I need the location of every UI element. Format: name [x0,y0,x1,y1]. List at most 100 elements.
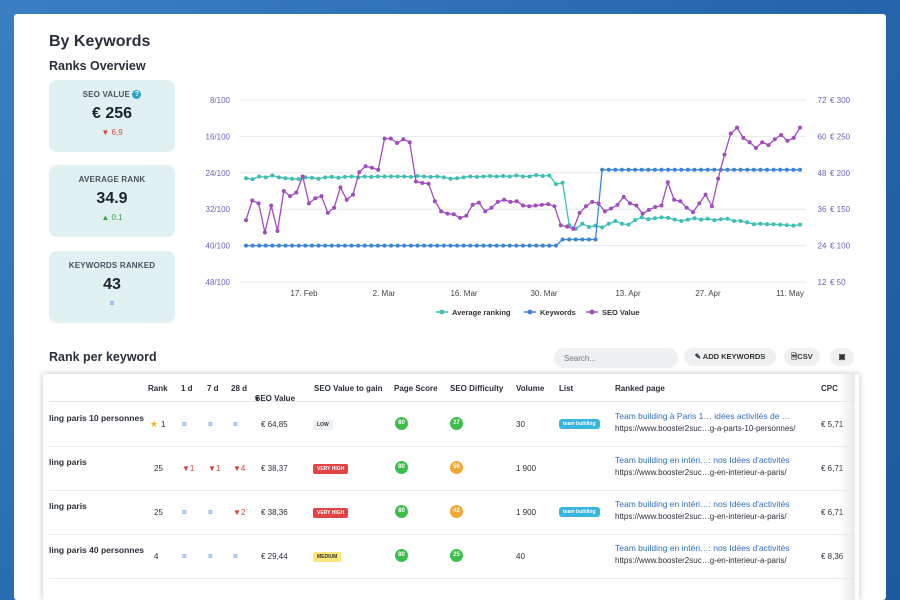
pencil-icon: ✎ [694,352,701,361]
col-28d[interactable]: 28 d [231,384,248,393]
col-seo-difficulty[interactable]: SEO Difficulty [450,384,504,393]
series-point [547,243,552,248]
series-point [619,167,624,172]
table-row[interactable]: ling paris 10 personnes ★ 1 = = = € 64,85 LOW 80… [49,403,855,447]
col-list[interactable]: List [559,384,574,393]
ranked-page-link[interactable]: Team building en intéri…: nos Idées d'ac… [615,543,790,553]
y-right-keywords-tick-label: 48 [818,169,827,178]
series-point [709,204,714,209]
series-point [283,176,288,181]
series-point [527,243,532,248]
y-right-value-tick-label: € 200 [830,169,851,178]
ranked-page-url[interactable]: https://www.booster2suc…g-en-interieur-a… [615,512,787,521]
series-point [455,243,460,248]
series-point [521,203,525,208]
series-point [784,223,789,228]
series-point [388,136,393,141]
series-point [413,179,418,184]
ranked-page-link[interactable]: Team building à Paris 1… idées activités… [615,411,791,421]
y-right-value-tick-label: € 50 [830,278,846,287]
series-point [602,209,607,214]
table-row[interactable]: ling paris 25 ▼1 ▼1 ▼4 € 38,37 VERY HIGH 80 56 1 … [49,447,855,491]
seo-value: € 29,44 [261,552,288,561]
keyword-text[interactable]: ling paris 40 personnes [49,545,144,555]
series-point [502,197,507,202]
legend-label[interactable]: Keywords [540,308,576,317]
delta-7d: = [208,508,213,517]
add-keywords-button[interactable]: ✎ ADD KEYWORDS [684,348,776,366]
series-point [508,199,513,204]
table-header: Rank 1 d 7 d 28 d ▾ SEO Value SEO Value t… [49,374,855,403]
series-point [772,137,777,142]
series-point [652,216,657,221]
rank-value: 1 [161,420,166,429]
series-point [521,243,525,248]
series-point [351,192,356,197]
rank-value: 25 [154,508,163,517]
delta-28d: ▼2 [233,508,246,517]
series-point [640,211,645,216]
series-point [628,201,633,206]
series-point [338,185,343,190]
series-point [323,175,328,180]
series-point [547,173,552,178]
series-point [474,174,479,179]
series-point [481,174,486,179]
series-point [402,243,407,248]
csv-button[interactable]: 🗎CSV [784,348,820,366]
series-point [718,217,723,222]
series-point [283,243,288,248]
series-point [771,222,776,227]
legend-label[interactable]: SEO Value [602,308,640,317]
col-7d[interactable]: 7 d [207,384,219,393]
y-right-keywords-tick-label: 72 [818,96,827,105]
keyword-text[interactable]: ling paris 10 personnes [49,413,144,423]
table-row[interactable]: ling paris 40 personnes 4 = = = € 29,44 MEDIUM… [49,535,855,579]
series-point [316,243,321,248]
series-point [300,174,305,179]
ranked-page-link[interactable]: Team building en intéri…: nos Idées d'ac… [615,455,790,465]
help-icon[interactable]: ? [132,90,142,99]
list-tag[interactable]: team building [559,507,600,517]
search-input[interactable] [554,348,678,368]
ranked-page-url[interactable]: https://www.booster2suc…g-en-interieur-a… [615,468,787,477]
table-row[interactable]: ling paris 25 = = ▼2 € 38,36 VERY HIGH 80 42 1 90… [49,491,855,535]
series-point [507,243,512,248]
ranked-page-url[interactable]: https://www.booster2suc…g-a-parts-10-per… [615,424,796,433]
ranked-page-link[interactable]: Team building en intéri…: nos Idées d'ac… [615,499,790,509]
series-point [428,243,433,248]
series-point [313,196,318,201]
col-seo-value-to-gain[interactable]: SEO Value to gain [314,384,383,393]
ranked-page-url[interactable]: https://www.booster2suc…g-en-interieur-a… [615,556,787,565]
series-point [590,199,595,204]
series-point [573,237,578,242]
keyword-text[interactable]: ling paris [49,457,87,467]
volume-value: 30 [516,420,525,429]
list-tag[interactable]: team building [559,419,600,429]
keyword-text[interactable]: ling paris [49,501,87,511]
card-label: SEO VALUE [82,90,130,99]
columns-button[interactable]: ▣ [830,348,854,366]
series-point [527,174,532,179]
series-point [474,243,479,248]
series-point [244,176,248,181]
col-rank[interactable]: Rank [148,384,168,393]
series-point [290,176,295,181]
col-1d[interactable]: 1 d [181,384,193,393]
series-point [540,173,545,178]
series-point [540,243,545,248]
col-ranked-page[interactable]: Ranked page [615,384,665,393]
series-point [600,225,605,230]
y-left-tick-label: 24/100 [206,169,231,178]
series-point [725,216,730,221]
series-point [382,136,387,141]
series-point [580,221,585,226]
columns-icon: ▣ [838,352,846,361]
col-volume[interactable]: Volume [516,384,545,393]
col-page-score[interactable]: Page Score [394,384,438,393]
series-point [514,199,519,204]
col-cpc[interactable]: CPC [821,384,838,393]
legend-label[interactable]: Average ranking [452,308,511,317]
series-point [382,243,387,248]
delta-1d: = [182,552,187,561]
